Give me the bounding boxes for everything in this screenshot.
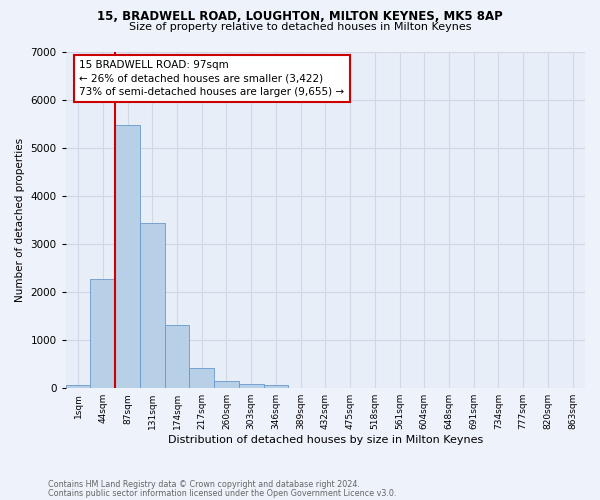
X-axis label: Distribution of detached houses by size in Milton Keynes: Distribution of detached houses by size … <box>168 435 483 445</box>
Bar <box>66 385 91 388</box>
Text: 15, BRADWELL ROAD, LOUGHTON, MILTON KEYNES, MK5 8AP: 15, BRADWELL ROAD, LOUGHTON, MILTON KEYN… <box>97 10 503 23</box>
Text: Size of property relative to detached houses in Milton Keynes: Size of property relative to detached ho… <box>129 22 471 32</box>
Text: 15 BRADWELL ROAD: 97sqm
← 26% of detached houses are smaller (3,422)
73% of semi: 15 BRADWELL ROAD: 97sqm ← 26% of detache… <box>79 60 344 96</box>
Bar <box>164 325 190 388</box>
Bar <box>91 278 115 388</box>
Bar <box>190 368 214 388</box>
Text: Contains public sector information licensed under the Open Government Licence v3: Contains public sector information licen… <box>48 488 397 498</box>
Text: Contains HM Land Registry data © Crown copyright and database right 2024.: Contains HM Land Registry data © Crown c… <box>48 480 360 489</box>
Bar <box>140 223 164 388</box>
Bar <box>115 124 140 388</box>
Bar <box>214 380 239 388</box>
Y-axis label: Number of detached properties: Number of detached properties <box>15 138 25 302</box>
Bar <box>239 384 263 388</box>
Bar <box>263 386 288 388</box>
